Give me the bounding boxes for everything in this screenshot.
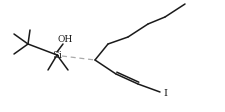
Text: Si: Si [52,51,62,60]
Text: I: I [162,89,166,98]
Text: OH: OH [57,34,72,43]
